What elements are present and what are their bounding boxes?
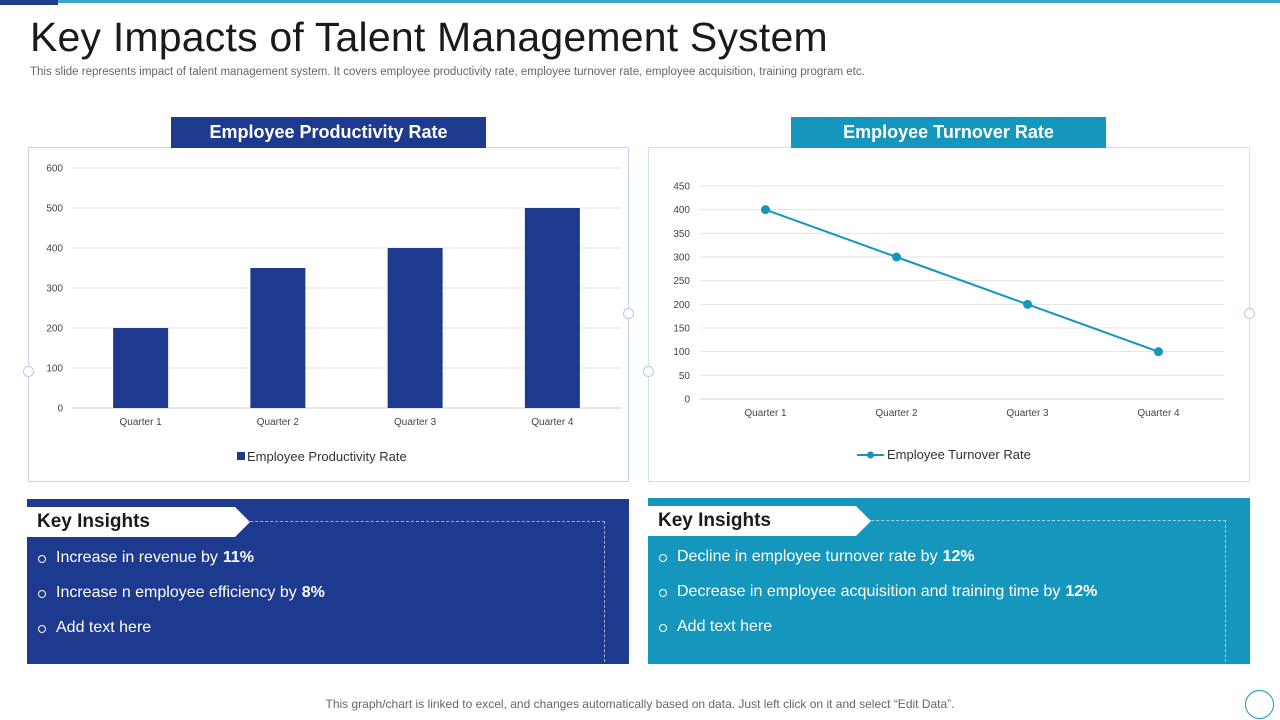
- x-tick-label: Quarter 1: [120, 417, 163, 428]
- y-tick-label: 200: [673, 300, 690, 311]
- y-tick-label: 0: [684, 395, 690, 406]
- y-tick-label: 500: [46, 204, 63, 215]
- y-tick-label: 600: [46, 164, 63, 175]
- y-tick-label: 400: [46, 244, 63, 255]
- insight-item: Increase n employee efficiency by 8%: [37, 582, 325, 617]
- y-tick-label: 100: [46, 364, 63, 375]
- y-tick-label: 0: [57, 404, 63, 415]
- corner-circle-icon: [1245, 690, 1274, 719]
- bullet-icon: [659, 624, 667, 632]
- y-tick-label: 50: [679, 371, 691, 382]
- x-tick-label: Quarter 2: [257, 417, 300, 428]
- insight-highlight: 8%: [301, 584, 325, 601]
- x-tick-label: Quarter 1: [744, 408, 787, 419]
- y-tick-label: 200: [46, 324, 63, 335]
- y-tick-label: 350: [673, 229, 690, 240]
- y-tick-label: 400: [673, 205, 690, 216]
- productivity-bar-chart: 0 100 200 300 400 500 600 Quarter 1 Quarter 2 Qua…: [46, 164, 621, 464]
- insights-list-left: Increase in revenue by 11% Increase n emp…: [37, 547, 325, 652]
- data-point: [1154, 347, 1163, 357]
- turnover-chart-title: Employee Turnover Rate: [791, 117, 1106, 148]
- bar: [524, 208, 580, 408]
- y-tick-label: 450: [673, 182, 690, 193]
- y-tick-label: 300: [673, 253, 690, 264]
- insights-heading-right: Key Insights: [648, 506, 871, 536]
- insight-highlight: 12%: [942, 548, 975, 565]
- productivity-chart-title: Employee Productivity Rate: [171, 117, 486, 148]
- legend-swatch: [237, 452, 245, 460]
- y-tick-label: 100: [673, 347, 690, 358]
- insights-box-left: Key Insights Increase in revenue by 11% I…: [27, 499, 629, 664]
- insights-box-right: Key Insights Decline in employee turnove…: [648, 498, 1250, 664]
- top-rule: [0, 0, 1280, 3]
- x-tick-label: Quarter 3: [1006, 408, 1049, 419]
- legend-label: Employee Turnover Rate: [887, 447, 1031, 462]
- footer-note: This graph/chart is linked to excel, and…: [325, 697, 955, 711]
- slide-title: Key Impacts of Talent Management System: [30, 14, 828, 60]
- insights-list-right: Decline in employee turnover rate by 12% …: [658, 546, 1097, 651]
- insights-heading-left: Key Insights: [27, 507, 250, 537]
- insight-item[interactable]: Add text here: [37, 617, 325, 652]
- x-tick-label: Quarter 2: [875, 408, 918, 419]
- slide-subtitle: This slide represents impact of talent m…: [30, 66, 865, 78]
- insight-item: Increase in revenue by 11%: [37, 547, 325, 582]
- resize-handle-left[interactable]: [23, 366, 34, 377]
- insight-text: Decrease in employee acquisition and tra…: [677, 583, 1061, 600]
- bullet-icon: [38, 590, 46, 598]
- resize-handle-middle-right[interactable]: [623, 308, 634, 319]
- series-line: [765, 208, 1159, 353]
- bar: [113, 328, 169, 408]
- dashed-frame-left: [235, 521, 605, 662]
- y-tick-label: 300: [46, 284, 63, 295]
- insight-text: Increase in revenue by: [56, 549, 218, 566]
- bullet-icon: [659, 554, 667, 562]
- legend-label: Employee Productivity Rate: [247, 449, 407, 464]
- insight-item[interactable]: Add text here: [658, 616, 1097, 651]
- insight-item: Decrease in employee acquisition and tra…: [658, 581, 1097, 616]
- bar: [250, 268, 306, 408]
- insight-text: Increase n employee efficiency by: [56, 584, 297, 601]
- top-accent-bar: [0, 0, 58, 5]
- x-tick-label: Quarter 3: [394, 417, 437, 428]
- resize-handle-right[interactable]: [1244, 308, 1255, 319]
- insight-placeholder-text[interactable]: Add text here: [677, 618, 773, 635]
- bullet-icon: [38, 555, 46, 563]
- y-tick-label: 150: [673, 324, 690, 335]
- legend-marker: [867, 451, 874, 459]
- turnover-line-chart: 0 50 100 150 200 250 300 350 400 450 Quarter 1 Quar…: [673, 182, 1224, 462]
- resize-handle-middle-left[interactable]: [643, 366, 654, 377]
- data-point: [1023, 299, 1032, 309]
- x-tick-label: Quarter 4: [531, 417, 574, 428]
- bar: [387, 248, 443, 408]
- turnover-chart-panel[interactable]: [648, 147, 1250, 482]
- insight-placeholder-text[interactable]: Add text here: [56, 619, 152, 636]
- insight-highlight: 12%: [1065, 583, 1098, 600]
- bullet-icon: [659, 589, 667, 597]
- bullet-icon: [38, 625, 46, 633]
- insight-highlight: 11%: [222, 549, 255, 566]
- x-tick-label: Quarter 4: [1137, 408, 1180, 419]
- dashed-frame-right: [856, 520, 1226, 662]
- data-point: [892, 252, 901, 262]
- insight-item: Decline in employee turnover rate by 12%: [658, 546, 1097, 581]
- data-point: [761, 205, 770, 215]
- y-tick-label: 250: [673, 276, 690, 287]
- insight-text: Decline in employee turnover rate by: [677, 548, 938, 565]
